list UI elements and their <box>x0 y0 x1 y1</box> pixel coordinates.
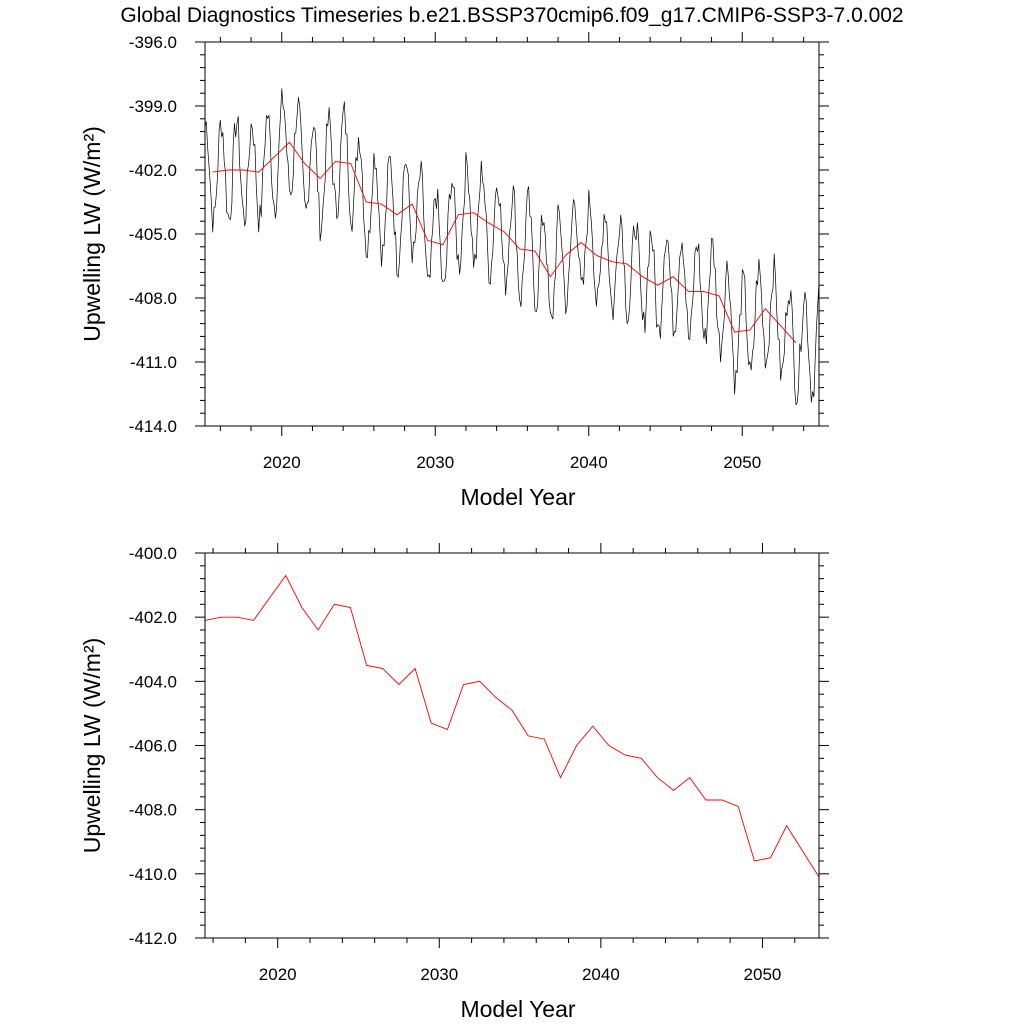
y-tick-label: -410.0 <box>129 865 177 884</box>
x-axis-label: Model Year <box>460 484 575 510</box>
plot-frame <box>204 41 820 427</box>
y-axis-label: Upwelling LW (W/m²) <box>79 126 105 342</box>
x-tick-label: 2050 <box>723 453 761 472</box>
x-tick-label: 2030 <box>420 965 458 984</box>
y-axis-label: Upwelling LW (W/m²) <box>79 638 105 854</box>
x-tick-label: 2050 <box>744 965 782 984</box>
y-tick-label: -405.0 <box>129 225 177 244</box>
y-tick-label: -414.0 <box>129 417 177 436</box>
x-tick-label: 2040 <box>582 965 620 984</box>
y-tick-label: -400.0 <box>129 544 177 563</box>
monthly-series-line <box>205 88 819 406</box>
y-tick-label: -399.0 <box>129 97 177 116</box>
x-tick-label: 2020 <box>259 965 297 984</box>
y-tick-label: -408.0 <box>129 289 177 308</box>
chart-panel-1: 2020 2030 2040 2050 -414.0 -411.0 -408.0 -405.0… <box>79 32 829 510</box>
plot-frame <box>204 552 820 939</box>
y-tick-label: -402.0 <box>129 161 177 180</box>
chart-panel-2: 2020 2030 2040 2050 -412.0 -410.0 -408.0 -406.0… <box>79 543 829 1022</box>
y-tick-label: -402.0 <box>129 608 177 627</box>
x-tick-label: 2030 <box>416 453 454 472</box>
y-tick-label: -411.0 <box>130 353 177 372</box>
y-tick-label: -412.0 <box>129 929 177 948</box>
x-tick-label: 2040 <box>570 453 608 472</box>
x-tick-label: 2020 <box>263 453 301 472</box>
x-axis-label: Model Year <box>460 996 575 1022</box>
y-tick-label: -406.0 <box>129 737 177 756</box>
y-tick-label: -396.0 <box>129 33 177 52</box>
y-tick-label: -408.0 <box>129 801 177 820</box>
annual-series-line <box>205 574 819 878</box>
y-tick-label: -404.0 <box>129 672 177 691</box>
annual-series-line <box>212 141 797 344</box>
page-title: Global Diagnostics Timeseries b.e21.BSSP… <box>120 4 904 27</box>
